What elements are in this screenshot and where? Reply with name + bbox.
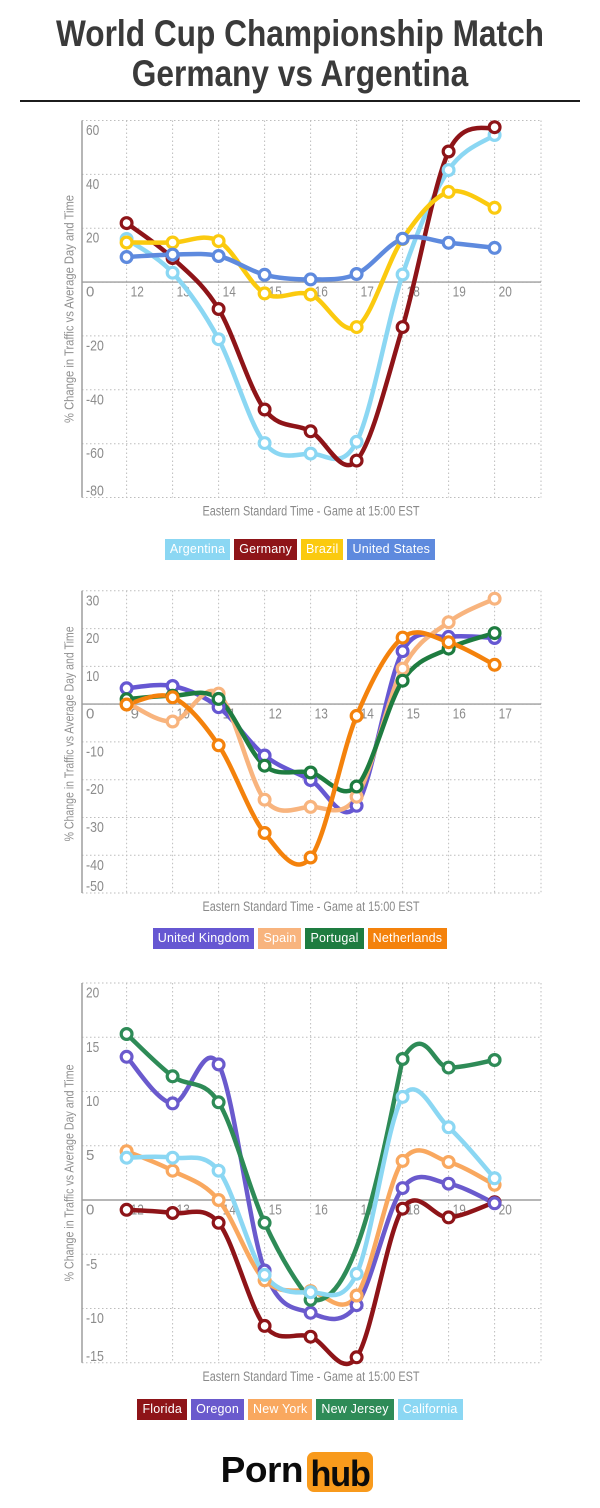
svg-text:14: 14	[223, 284, 236, 301]
svg-text:-60: -60	[86, 445, 104, 462]
svg-text:17: 17	[499, 706, 512, 723]
svg-text:13: 13	[315, 706, 328, 723]
svg-text:0: 0	[86, 284, 94, 301]
svg-text:Eastern Standard Time - Game a: Eastern Standard Time - Game at 15:00 ES…	[203, 504, 420, 519]
svg-text:0: 0	[86, 706, 94, 723]
svg-text:16: 16	[315, 284, 328, 301]
svg-text:19: 19	[453, 284, 466, 301]
svg-text:16: 16	[315, 1202, 328, 1219]
svg-text:% Change in Traffic vs Average: % Change in Traffic vs Average Day and T…	[62, 626, 77, 841]
svg-text:20: 20	[499, 284, 512, 301]
svg-text:-20: -20	[86, 781, 104, 798]
svg-text:30: 30	[86, 592, 99, 609]
svg-text:40: 40	[86, 176, 99, 193]
svg-text:16: 16	[453, 706, 466, 723]
svg-text:20: 20	[86, 630, 99, 647]
svg-text:-50: -50	[86, 878, 104, 895]
svg-text:% Change in Traffic vs Average: % Change in Traffic vs Average Day and T…	[62, 1064, 77, 1281]
svg-text:Eastern Standard Time - Game a: Eastern Standard Time - Game at 15:00 ES…	[203, 899, 420, 914]
svg-text:-5: -5	[86, 1256, 97, 1273]
svg-text:-80: -80	[86, 483, 104, 500]
svg-text:-40: -40	[86, 857, 104, 874]
svg-text:14: 14	[361, 706, 374, 723]
svg-text:-10: -10	[86, 743, 104, 760]
svg-text:-20: -20	[86, 337, 104, 354]
svg-text:-30: -30	[86, 819, 104, 836]
svg-text:10: 10	[86, 668, 99, 685]
svg-text:-15: -15	[86, 1348, 104, 1365]
svg-text:-10: -10	[86, 1310, 104, 1327]
svg-text:Eastern Standard Time - Game a: Eastern Standard Time - Game at 15:00 ES…	[203, 1369, 420, 1384]
svg-text:20: 20	[86, 230, 99, 247]
svg-text:12: 12	[269, 706, 282, 723]
svg-text:20: 20	[499, 1202, 512, 1219]
svg-text:60: 60	[86, 122, 99, 139]
svg-text:-40: -40	[86, 391, 104, 408]
svg-text:10: 10	[86, 1093, 99, 1110]
svg-text:18: 18	[407, 1202, 420, 1219]
svg-text:15: 15	[407, 706, 420, 723]
svg-text:15: 15	[269, 1202, 282, 1219]
svg-text:20: 20	[86, 985, 99, 1002]
svg-text:% Change in Traffic vs Average: % Change in Traffic vs Average Day and T…	[62, 195, 77, 423]
svg-text:17: 17	[361, 284, 374, 301]
svg-text:15: 15	[86, 1039, 99, 1056]
svg-text:12: 12	[131, 284, 144, 301]
svg-text:0: 0	[86, 1202, 94, 1219]
svg-text:9: 9	[131, 706, 139, 723]
svg-text:5: 5	[86, 1147, 94, 1164]
